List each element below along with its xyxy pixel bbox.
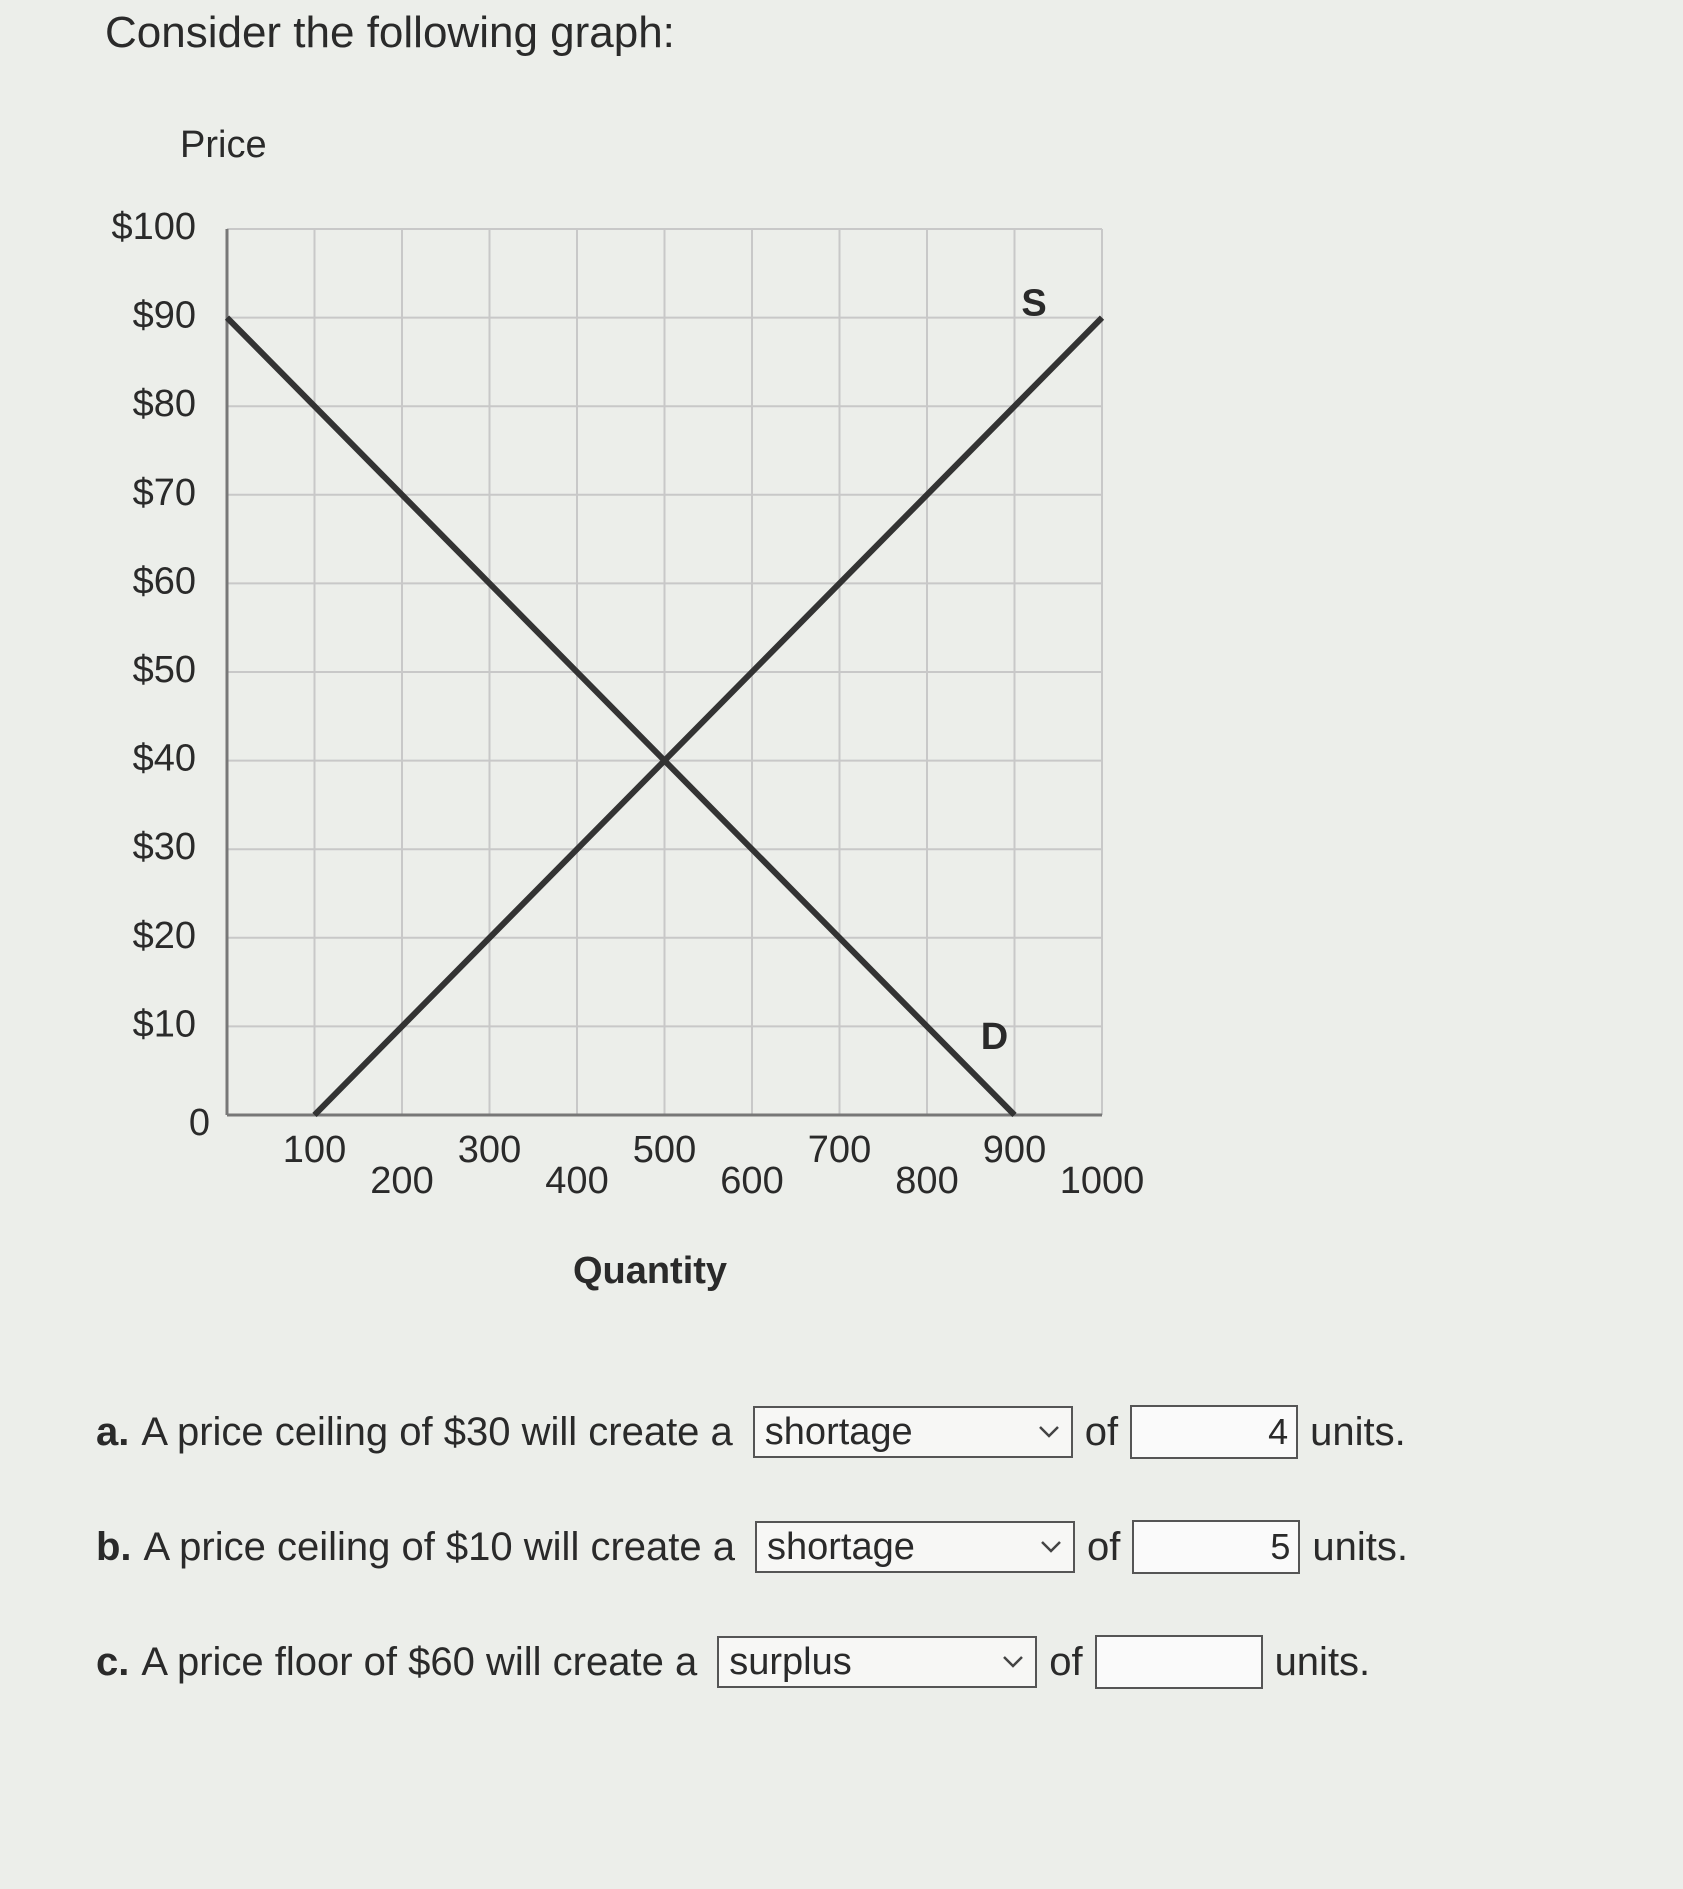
answer-input[interactable]	[1094, 1635, 1263, 1689]
question-text: A price ceiling of $30 will create a	[141, 1409, 733, 1454]
y-tick-label: $50	[133, 649, 196, 691]
of-text: of	[1086, 1524, 1121, 1569]
question-label: a.	[96, 1409, 130, 1454]
x-tick-label: 900	[983, 1129, 1046, 1171]
x-tick-label: 400	[545, 1160, 608, 1202]
curve-label: D	[981, 1016, 1008, 1058]
y-tick-label: $10	[133, 1003, 196, 1045]
x-tick-label: 500	[633, 1129, 696, 1171]
y-tick-label: $30	[133, 826, 196, 868]
y-tick-label: $80	[133, 383, 196, 425]
dropdown-value: shortage	[766, 1525, 915, 1568]
dropdown-chevron	[1041, 1541, 1061, 1553]
x-tick-label: 300	[458, 1129, 521, 1171]
of-text: of	[1049, 1639, 1083, 1684]
y-axis-label: Price	[180, 124, 267, 166]
chart: Price Quantity 0 $10 $20 $30 $40 $50 $60 $70 $80 $9…	[111, 124, 1145, 1292]
question-row: a. A price ceiling of $30 will create a sh…	[96, 1405, 1406, 1459]
curve-label: S	[1021, 283, 1046, 325]
y-tick-label: $20	[133, 915, 196, 957]
answer-input[interactable]: 5	[1132, 1520, 1301, 1574]
y-tick-label: 0	[189, 1102, 210, 1144]
units-text: units.	[1312, 1524, 1408, 1569]
x-tick-label: 200	[370, 1160, 433, 1202]
answer-input[interactable]: 4	[1130, 1405, 1299, 1459]
dropdown-value: surplus	[729, 1640, 852, 1683]
x-tick-label: 700	[808, 1129, 871, 1171]
x-tick-label: 800	[895, 1160, 958, 1202]
y-tick-label: $40	[133, 738, 196, 780]
question-text: A price floor of $60 will create a	[141, 1639, 698, 1684]
answer-dropdown[interactable]: shortage	[752, 1406, 1073, 1458]
units-text: units.	[1310, 1409, 1406, 1454]
question-title: Consider the following graph:	[105, 8, 675, 57]
curve	[312, 315, 1105, 1118]
y-tick-label: $90	[133, 295, 196, 337]
dropdown-chevron	[1038, 1426, 1059, 1438]
y-tick-label: $100	[111, 206, 196, 248]
answer-dropdown[interactable]: surplus	[717, 1636, 1038, 1688]
y-tick-label: $70	[133, 472, 196, 514]
x-tick-label: 600	[720, 1160, 783, 1202]
x-axis-label: Quantity	[573, 1250, 727, 1292]
y-tick-label: $60	[133, 560, 196, 602]
x-tick-label: 1000	[1060, 1160, 1145, 1202]
question-row: b. A price ceiling of $10 will create a sh…	[96, 1520, 1408, 1574]
question-label: b.	[96, 1524, 132, 1569]
answer-dropdown[interactable]: shortage	[754, 1521, 1075, 1573]
of-text: of	[1084, 1409, 1119, 1454]
question-label: c.	[96, 1639, 130, 1684]
curve	[224, 315, 1017, 1118]
x-tick-label: 100	[283, 1129, 346, 1171]
units-text: units.	[1274, 1639, 1371, 1684]
dropdown-chevron	[1003, 1656, 1024, 1668]
question-row: c. A price floor of $60 will create a surp…	[96, 1635, 1370, 1689]
question-text: A price ceiling of $10 will create a	[143, 1524, 735, 1569]
dropdown-value: shortage	[764, 1410, 913, 1453]
